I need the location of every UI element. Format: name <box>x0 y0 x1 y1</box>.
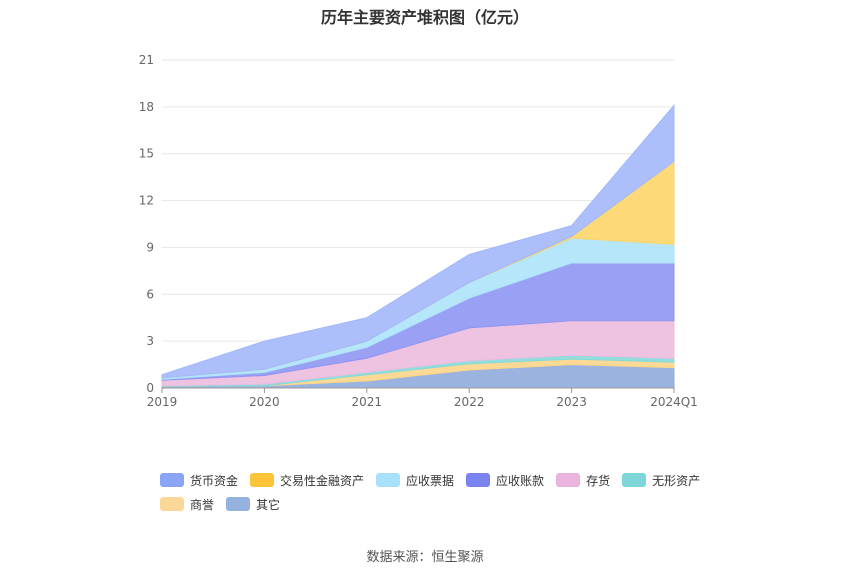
y-tick-label: 15 <box>139 147 154 161</box>
legend-swatch <box>556 473 581 487</box>
legend-item[interactable]: 无形资产 <box>622 472 700 488</box>
legend-swatch <box>376 473 401 487</box>
legend-label: 交易性金融资产 <box>280 473 365 488</box>
legend-label: 应收账款 <box>496 473 545 488</box>
x-tick-label: 2022 <box>454 395 485 409</box>
x-axis: 2019 2020 2021 2022 2023 2024Q1 <box>147 387 698 409</box>
y-tick-label: 6 <box>146 287 154 301</box>
area-series <box>161 103 675 389</box>
legend-swatch <box>160 497 184 511</box>
y-axis-ticks: 0 3 6 9 12 15 18 21 <box>139 53 154 395</box>
legend-swatch <box>160 473 184 487</box>
legend-item[interactable]: 货币资金 <box>160 472 238 488</box>
chart-title: 历年主要资产堆积图（亿元） <box>320 8 529 27</box>
legend: 货币资金 交易性金融资产 应收票据 应收账款 存货 无形资产商誉 其它 <box>160 472 720 512</box>
y-tick-label: 18 <box>139 100 154 114</box>
x-tick-label: 2023 <box>556 395 587 409</box>
x-tick-label: 2020 <box>249 395 280 409</box>
legend-swatch <box>226 497 251 511</box>
y-tick-label: 21 <box>139 53 154 67</box>
x-tick-label: 2019 <box>147 395 178 409</box>
y-tick-label: 12 <box>139 194 154 208</box>
legend-swatch <box>250 473 275 487</box>
y-tick-label: 3 <box>146 334 154 348</box>
legend-label: 其它 <box>256 497 281 512</box>
data-source: 数据来源：恒生聚源 <box>366 550 484 565</box>
legend-swatch <box>622 473 647 487</box>
legend-label: 货币资金 <box>190 473 239 488</box>
x-tick-label: 2021 <box>352 395 383 409</box>
legend-swatch <box>466 473 491 487</box>
legend-item[interactable]: 应收票据 <box>376 472 454 488</box>
legend-label: 存货 <box>586 473 611 488</box>
legend-item[interactable]: 其它 <box>226 496 280 512</box>
area-货币资金 <box>161 103 675 379</box>
y-tick-label: 0 <box>146 381 154 395</box>
legend-item[interactable]: 存货 <box>556 472 610 488</box>
legend-label: 商誉 <box>190 497 215 512</box>
legend-item[interactable]: 交易性金融资产 <box>250 472 364 488</box>
legend-label: 应收票据 <box>406 473 455 488</box>
y-tick-label: 9 <box>146 240 154 254</box>
stacked-area-chart: 0 3 6 9 12 15 18 21 2019 2020 2021 2022 2023 2024Q1 <box>139 53 698 409</box>
legend-item[interactable]: 商誉 <box>160 496 214 512</box>
x-tick-label: 2024Q1 <box>650 395 698 409</box>
legend-item[interactable]: 应收账款 <box>466 472 544 488</box>
legend-label: 无形资产 <box>652 473 701 488</box>
